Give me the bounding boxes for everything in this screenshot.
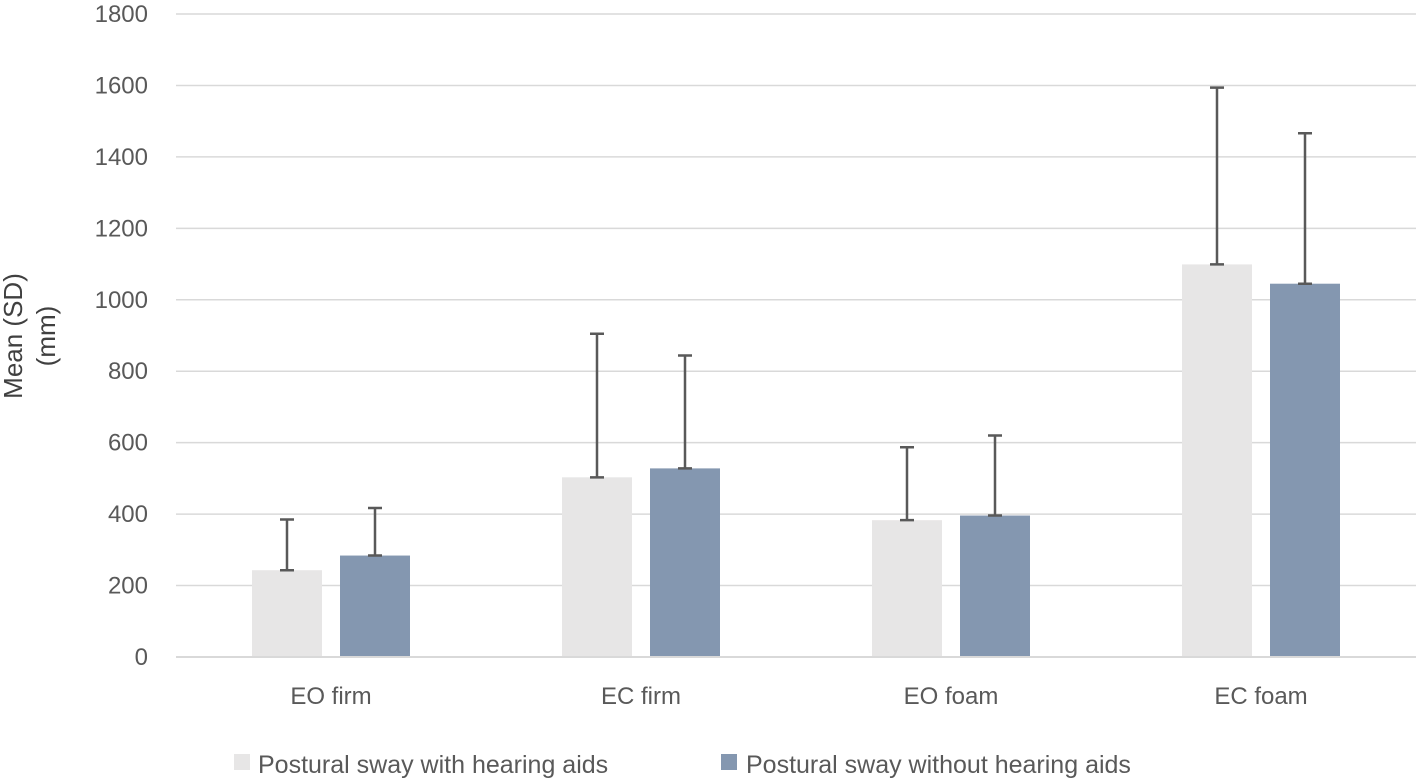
bar-without-hearing-aids-1 [650, 468, 720, 657]
y-tick-label: 1400 [95, 144, 148, 171]
bar-without-hearing-aids-2 [960, 515, 1030, 657]
error-bar-without-hearing-aids-0 [368, 506, 382, 557]
y-axis-label-line-1: Mean (SD) [0, 273, 28, 399]
y-tick-labels: 0 200 400 600 800 1000 1200 1400 1600 1800 [95, 1, 148, 671]
legend-swatch-with-hearing-aids [234, 754, 250, 770]
error-bar-with-hearing-aids-2 [900, 446, 914, 522]
error-bar-with-hearing-aids-1 [590, 332, 604, 479]
legend-swatch-without-hearing-aids [721, 754, 737, 770]
bar-with-hearing-aids-0 [252, 570, 322, 657]
error-bar-with-hearing-aids-3 [1210, 86, 1224, 266]
y-tick-label: 0 [135, 644, 148, 671]
error-bar-without-hearing-aids-1 [678, 354, 692, 470]
error-bar-with-hearing-aids-0 [280, 518, 294, 572]
x-tick-label: EC firm [601, 683, 681, 710]
y-tick-label: 1000 [95, 287, 148, 314]
y-tick-label: 600 [108, 430, 148, 457]
y-tick-label: 200 [108, 573, 148, 600]
bar-with-hearing-aids-3 [1182, 264, 1252, 657]
bar-without-hearing-aids-0 [340, 555, 410, 657]
y-tick-label: 1200 [95, 215, 148, 242]
x-tick-label: EO firm [290, 683, 371, 710]
legend-label-without-hearing-aids: Postural sway without hearing aids [746, 751, 1131, 779]
bar-with-hearing-aids-2 [872, 520, 942, 657]
error-bar-without-hearing-aids-2 [988, 434, 1002, 517]
error-bars [280, 86, 1312, 572]
x-tick-label: EC foam [1214, 683, 1307, 710]
error-bar-without-hearing-aids-3 [1298, 132, 1312, 285]
bars [252, 264, 1340, 657]
bar-without-hearing-aids-3 [1270, 283, 1340, 657]
bar-with-hearing-aids-1 [562, 477, 632, 657]
gridlines [176, 13, 1416, 587]
y-tick-label: 800 [108, 358, 148, 385]
legend: Postural sway with hearing aids Postural… [234, 751, 1131, 779]
x-tick-labels: EO firm EC firm EO foam EC foam [290, 683, 1307, 710]
y-axis-label-line-2: (mm) [31, 306, 61, 367]
y-tick-label: 1800 [95, 1, 148, 28]
x-tick-label: EO foam [904, 683, 999, 710]
y-tick-label: 400 [108, 501, 148, 528]
y-tick-label: 1600 [95, 72, 148, 99]
legend-label-with-hearing-aids: Postural sway with hearing aids [258, 751, 608, 779]
